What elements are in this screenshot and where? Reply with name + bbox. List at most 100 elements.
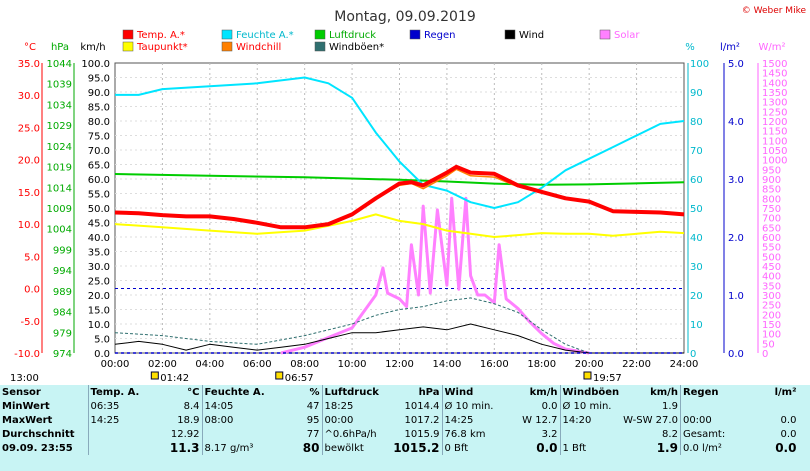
marker-label: 19:57 — [593, 373, 622, 384]
rain-tick-label: 3.0 — [728, 175, 744, 186]
hum-tick-label: 80 — [690, 117, 703, 128]
legend-swatch — [122, 29, 134, 40]
stats-cell — [742, 399, 798, 413]
wind-tick-label: 80.0 — [88, 117, 110, 128]
press-tick-label: 1029 — [47, 121, 72, 132]
solar-unit-label: W/m² — [758, 42, 785, 53]
temp-tick-label: 30.0 — [18, 91, 40, 102]
stats-header: % — [309, 386, 320, 398]
solar-tick-label: 700 — [762, 214, 781, 225]
solar-tick-label: 900 — [762, 175, 781, 186]
chart-title: Montag, 09.09.2019 — [334, 9, 476, 25]
rain-tick-label: 0.0 — [728, 349, 744, 360]
stats-cell: 8.2 — [662, 428, 678, 440]
solar-tick-label: 200 — [762, 310, 781, 321]
stats-cell: Durchschnitt — [2, 428, 75, 440]
time-tick-label: 20:00 — [575, 359, 604, 370]
solar-tick-label: 1150 — [762, 127, 787, 138]
solar-tick-label: 1000 — [762, 156, 787, 167]
series-line-taupunkt — [114, 213, 685, 238]
series-line-tempa — [114, 164, 685, 230]
stats-cell: 1017.2 — [404, 414, 440, 426]
stats-cell: 0.0 — [536, 441, 558, 455]
temp-tick-label: -10.0 — [14, 349, 40, 360]
wind-tick-label: 45.0 — [88, 219, 110, 230]
solar-tick-label: 600 — [762, 233, 781, 244]
time-tick-label: 18:00 — [527, 359, 556, 370]
stats-header: Regen — [679, 385, 743, 399]
legend-swatch — [599, 29, 611, 40]
stats-cell — [87, 441, 148, 455]
stats-cell: 1.9 — [656, 441, 678, 455]
legend: Temp. A.* Feuchte A.* Luftdruck Regen Wind So… — [122, 29, 640, 53]
stats-cell: 1014.4 — [404, 400, 440, 412]
solar-tick-label: 500 — [762, 252, 781, 263]
stats-cell: Gesamt: — [679, 427, 743, 441]
stats-header: Luftdruck — [321, 385, 384, 399]
stats-header: km/h — [529, 386, 558, 398]
press-tick-label: 1034 — [47, 100, 72, 111]
stats-cell — [559, 427, 622, 441]
stats-cell: 0 Bft — [441, 441, 506, 455]
temp-tick-label: 0.0 — [24, 285, 40, 296]
hum-tick-label: 0 — [690, 349, 696, 360]
stats-cell — [679, 399, 743, 413]
stats-cell: 77 — [306, 428, 320, 440]
legend-swatch — [409, 29, 421, 40]
hum-tick-label: 10 — [690, 320, 703, 331]
stats-header: Sensor — [2, 386, 41, 398]
legend-swatch — [221, 41, 233, 52]
plot-area — [114, 62, 685, 355]
stats-header: Windböen — [559, 385, 622, 399]
solar-tick-label: 100 — [762, 330, 781, 341]
wind-tick-label: 30.0 — [88, 262, 110, 273]
stats-cell: MinWert — [2, 400, 50, 412]
press-tick-label: 1019 — [47, 163, 72, 174]
stats-cell: ^0.6hPa/h — [321, 427, 384, 441]
temp-tick-label: -5.0 — [20, 317, 40, 328]
stats-header-row: Sensor Temp. A. °C Feuchte A. % Luftdruc… — [0, 385, 798, 399]
stats-cell: MaxWert — [2, 414, 53, 426]
marker-label: 13:00 — [10, 373, 39, 384]
wind-tick-label: 10.0 — [88, 320, 110, 331]
solar-tick-label: 650 — [762, 223, 781, 234]
stats-cell: 1 Bft — [559, 441, 622, 455]
stats-cell: W 12.7 — [522, 414, 558, 426]
time-tick-label: 12:00 — [385, 359, 414, 370]
stats-cell: 0.0 — [541, 400, 558, 412]
stats-cell: 1015.9 — [404, 428, 440, 440]
stats-cell: 14:05 — [201, 399, 268, 413]
time-tick-label: 00:00 — [101, 359, 130, 370]
solar-tick-label: 800 — [762, 194, 781, 205]
hum-tick-label: 70 — [690, 146, 703, 157]
temp-tick-label: 10.0 — [18, 220, 40, 231]
stats-cell: 0.0 — [780, 414, 797, 426]
wind-tick-label: 20.0 — [88, 291, 110, 302]
wind-unit-label: km/h — [80, 42, 105, 53]
hum-tick-label: 20 — [690, 291, 703, 302]
solar-tick-label: 1400 — [762, 78, 787, 89]
stats-cell: 0.0 l/m² — [679, 441, 743, 455]
stats-cell: 11.3 — [169, 441, 200, 455]
series-line-windben — [114, 297, 684, 354]
solar-tick-label: 50 — [762, 339, 775, 350]
solar-tick-label: 1450 — [762, 69, 787, 80]
time-tick-label: 02:00 — [148, 359, 177, 370]
time-tick-label: 22:00 — [622, 359, 651, 370]
legend-label: Temp. A.* — [136, 30, 185, 41]
stats-cell: 09.09. 23:55 — [2, 442, 73, 454]
stats-cell: 76.8 km — [441, 427, 506, 441]
wind-tick-label: 55.0 — [88, 190, 110, 201]
stats-cell: 47 — [306, 400, 320, 412]
solar-tick-label: 750 — [762, 204, 781, 215]
rain-unit-label: l/m² — [720, 42, 740, 53]
time-tick-label: 06:00 — [243, 359, 272, 370]
stats-header: Temp. A. — [87, 385, 148, 399]
sun-marker-icon — [150, 371, 159, 380]
solar-tick-label: 1050 — [762, 146, 787, 157]
legend-label: Windchill — [236, 42, 281, 53]
press-tick-label: 1024 — [47, 142, 72, 153]
wind-tick-label: 35.0 — [88, 248, 110, 259]
series-line-luftdruck — [114, 173, 685, 186]
